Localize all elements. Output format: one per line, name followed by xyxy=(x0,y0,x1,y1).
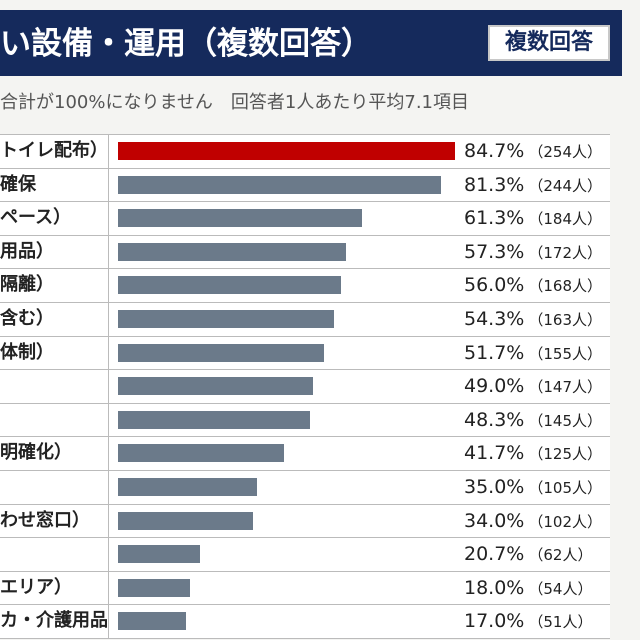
category-label: 確保 xyxy=(0,168,109,202)
category-label: 明確化） xyxy=(0,437,109,470)
count-label: （54人） xyxy=(528,579,593,598)
count-label: （155人） xyxy=(528,344,602,363)
value-label: 18.0% （54人） xyxy=(464,572,592,606)
category-label: 隔離） xyxy=(0,269,109,302)
value-label: 35.0% （105人） xyxy=(464,471,602,505)
value-label: 54.3% （163人） xyxy=(464,303,602,337)
chart-row: 明確化） 41.7% （125人） xyxy=(0,437,610,471)
value-label: 81.3% （244人） xyxy=(464,169,602,203)
chart-row: 確保 81.3% （244人） xyxy=(0,168,610,203)
percent-label: 49.0% xyxy=(464,375,525,398)
count-label: （145人） xyxy=(528,411,602,430)
bar xyxy=(118,209,362,228)
chart-row: ペース） 61.3% （184人） xyxy=(0,202,610,236)
count-label: （125人） xyxy=(528,445,602,464)
percent-label: 17.0% xyxy=(464,610,525,633)
percent-label: 48.3% xyxy=(464,408,525,431)
chart-row: トイレ配布） 84.7% （254人） xyxy=(0,135,610,169)
chart-row: 含む） 54.3% （163人） xyxy=(0,302,610,337)
category-label: カ・介護用品） xyxy=(0,605,109,638)
count-label: （163人） xyxy=(528,310,602,329)
chart-row: 20.7% （62人） xyxy=(0,538,610,572)
count-label: （62人） xyxy=(528,546,593,565)
bar xyxy=(118,410,311,429)
percent-label: 20.7% xyxy=(464,543,525,566)
category-label: ペース） xyxy=(0,202,109,235)
chart-row: 体制） 51.7% （155人） xyxy=(0,336,610,371)
percent-label: 57.3% xyxy=(464,240,525,263)
bar xyxy=(118,242,346,261)
bar xyxy=(118,578,190,597)
bar xyxy=(118,477,258,496)
bar xyxy=(118,276,341,295)
percent-label: 81.3% xyxy=(464,173,525,196)
chart-subtitle: 合計が100%になりません 回答者1人あたり平均7.1項目 xyxy=(0,92,469,113)
percent-label: 34.0% xyxy=(464,509,525,532)
percent-label: 18.0% xyxy=(464,576,525,599)
category-label: 用品） xyxy=(0,235,109,269)
bar xyxy=(118,444,284,463)
value-label: 41.7% （125人） xyxy=(464,437,602,471)
percent-label: 35.0% xyxy=(464,475,525,498)
value-label: 49.0% （147人） xyxy=(464,370,602,404)
count-label: （147人） xyxy=(528,378,602,397)
category-label: トイレ配布） xyxy=(0,135,109,168)
count-label: （172人） xyxy=(528,243,602,262)
percent-label: 84.7% xyxy=(464,140,525,162)
bar xyxy=(118,545,201,564)
chart-row: 用品） 57.3% （172人） xyxy=(0,235,610,270)
percent-label: 41.7% xyxy=(464,442,525,465)
percent-label: 51.7% xyxy=(464,341,525,364)
count-label: （102人） xyxy=(528,512,602,531)
bar xyxy=(118,309,335,328)
value-label: 56.0% （168人） xyxy=(464,269,602,303)
category-label: 体制） xyxy=(0,336,109,370)
category-label xyxy=(0,470,109,504)
chart-title: い設備・運用（複数回答） xyxy=(0,26,372,62)
count-label: （244人） xyxy=(528,176,602,195)
value-label: 61.3% （184人） xyxy=(464,202,602,236)
value-label: 51.7% （155人） xyxy=(464,337,602,371)
value-label: 17.0% （51人） xyxy=(464,605,592,639)
count-label: （168人） xyxy=(528,277,602,296)
multiple-answer-badge: 複数回答 xyxy=(488,25,610,61)
count-label: （105人） xyxy=(528,478,602,497)
value-label: 84.7% （254人） xyxy=(464,135,602,169)
bar xyxy=(118,377,313,396)
count-label: （254人） xyxy=(528,143,602,161)
category-label xyxy=(0,403,109,437)
chart-row: 35.0% （105人） xyxy=(0,470,610,505)
percent-label: 54.3% xyxy=(464,307,525,330)
chart-row: カ・介護用品） 17.0%（51人） xyxy=(0,605,610,639)
value-label: 48.3% （145人） xyxy=(464,404,602,438)
title-banner: い設備・運用（複数回答） 複数回答 xyxy=(0,10,622,76)
chart-row: わせ窓口） 34.0% （102人） xyxy=(0,504,610,539)
bar-chart-table: トイレ配布） 84.7% （254人） 確保 81.3% （244人） ペース） 61.… xyxy=(0,134,610,639)
value-label: 20.7% （62人） xyxy=(464,538,592,572)
value-label: 34.0% （102人） xyxy=(464,505,602,539)
category-label: わせ窓口） xyxy=(0,504,109,538)
bar xyxy=(118,612,186,631)
chart-row: 隔離） 56.0% （168人） xyxy=(0,269,610,303)
percent-label: 61.3% xyxy=(464,207,525,230)
bar xyxy=(118,343,324,362)
category-label: エリア） xyxy=(0,571,109,605)
bar xyxy=(118,175,442,194)
percent-label: 56.0% xyxy=(464,274,525,297)
category-label xyxy=(0,370,109,403)
count-label: （184人） xyxy=(528,210,602,229)
chart-row: 48.3% （145人） xyxy=(0,403,610,438)
bar xyxy=(118,511,254,530)
value-label: 57.3% （172人） xyxy=(464,236,602,270)
chart-row: エリア） 18.0% （54人） xyxy=(0,571,610,606)
category-label xyxy=(0,538,109,571)
category-label: 含む） xyxy=(0,302,109,336)
bar xyxy=(118,142,455,160)
count-label: （51人） xyxy=(528,613,593,632)
chart-row: 49.0% （147人） xyxy=(0,370,610,404)
